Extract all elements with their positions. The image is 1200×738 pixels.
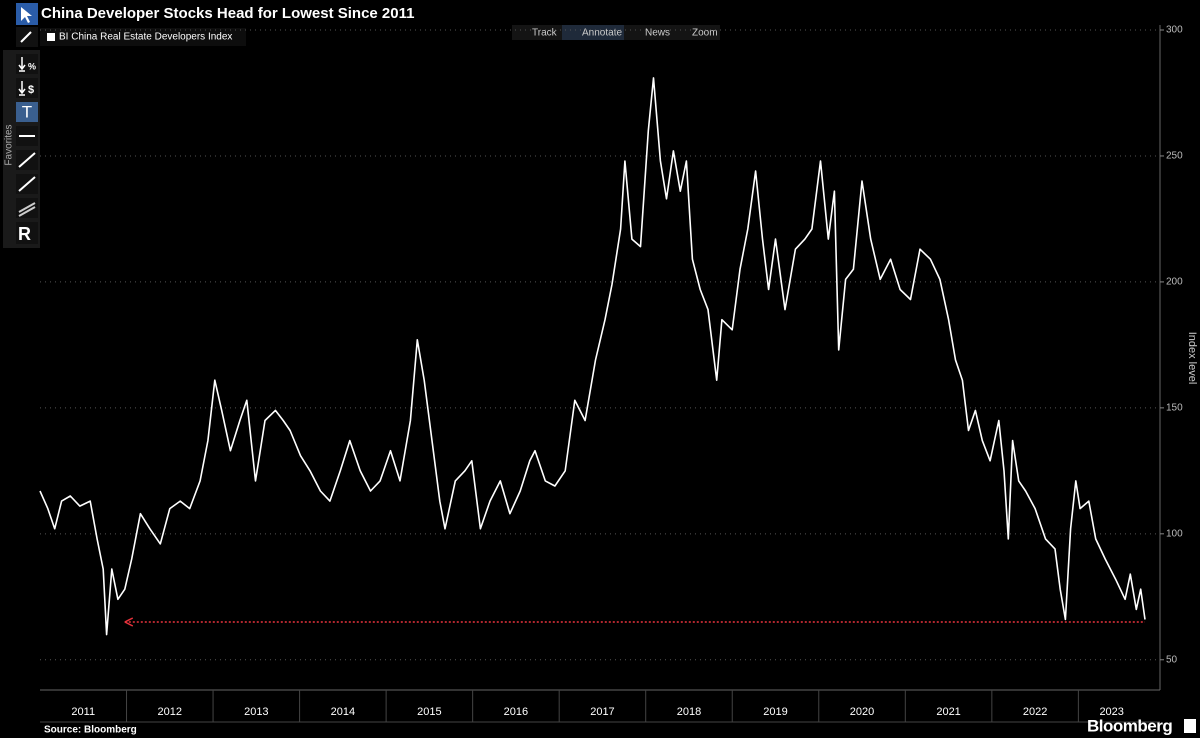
x-tick-label: 2017	[590, 706, 614, 718]
x-tick-label: 2020	[850, 706, 874, 718]
x-tick-label: 2012	[158, 706, 182, 718]
tool-glyph: T	[22, 102, 32, 121]
source: Source: Bloomberg	[44, 725, 137, 736]
y-tick-label: 150	[1166, 403, 1183, 414]
y-tick-label: 300	[1166, 25, 1183, 36]
x-tick-label: 2021	[936, 706, 960, 718]
x-tick-label: 2018	[677, 706, 701, 718]
toolbar-button[interactable]: News	[645, 28, 670, 39]
brand: Bloomberg	[1087, 716, 1172, 735]
x-tick-label: 2011	[71, 706, 95, 718]
tool-glyph: %	[28, 61, 36, 71]
tool-icon	[18, 176, 36, 192]
x-tick-label: 2013	[244, 706, 268, 718]
tool-icon	[18, 202, 36, 217]
x-tick-label: 2019	[763, 706, 787, 718]
legend-swatch	[47, 33, 55, 41]
toolbar-button[interactable]: Zoom	[692, 28, 718, 39]
x-tick-label: 2023	[1099, 706, 1123, 718]
tool[interactable]	[16, 222, 38, 244]
tool-glyph: $	[28, 84, 34, 96]
pen-icon	[20, 31, 32, 43]
y-tick-label: 100	[1166, 528, 1183, 539]
y-tick-label: 200	[1166, 277, 1183, 288]
legend	[40, 28, 246, 46]
tool-glyph: R	[18, 224, 31, 244]
tool-icon	[18, 152, 36, 168]
tool-icon	[18, 81, 26, 96]
sidebar-label: Favorites	[4, 124, 15, 165]
toolbar-button[interactable]: Track	[532, 28, 558, 39]
series-line	[39, 77, 1146, 636]
tool-icon	[18, 57, 26, 72]
x-tick-label: 2022	[1023, 706, 1047, 718]
cursor-icon	[21, 7, 32, 23]
y-tick-label: 250	[1166, 151, 1183, 162]
toolbar-active	[562, 25, 624, 40]
x-tick-label: 2015	[417, 706, 441, 718]
legend-label: BI China Real Estate Developers Index	[59, 32, 232, 43]
x-tick-label: 2014	[331, 706, 355, 718]
tool[interactable]	[16, 102, 38, 122]
chart-title: China Developer Stocks Head for Lowest S…	[41, 5, 414, 22]
toolbar-button[interactable]: Annotate	[582, 28, 622, 39]
reference-arrow	[124, 617, 134, 627]
brand-icon	[1184, 719, 1196, 733]
y-axis-title: Index level	[1186, 332, 1198, 385]
y-tick-label: 50	[1166, 654, 1178, 665]
x-tick-label: 2016	[504, 706, 528, 718]
